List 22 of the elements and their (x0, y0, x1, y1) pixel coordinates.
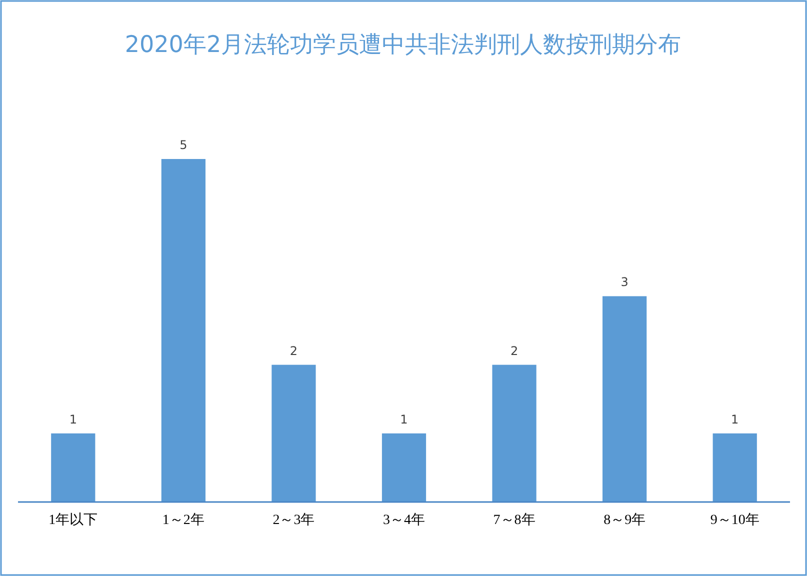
bar (272, 364, 316, 502)
x-tick-label: 3～4年 (383, 512, 425, 528)
data-label: 2 (510, 344, 518, 358)
bar (602, 296, 647, 502)
bar (492, 364, 536, 502)
data-label: 5 (180, 138, 188, 152)
x-tick-label: 1年以下 (48, 512, 98, 528)
bar (382, 433, 426, 502)
x-tick-label: 9～10年 (710, 512, 760, 528)
data-label: 1 (69, 412, 77, 426)
bar (161, 159, 206, 502)
bar (51, 433, 96, 502)
bar (712, 433, 757, 502)
data-label: 3 (620, 275, 628, 290)
x-tick-label: 1～2年 (162, 512, 204, 528)
x-tick-label: 2～3年 (272, 512, 315, 528)
data-label: 1 (400, 412, 408, 426)
chart-title: 2020年2月法轮功学员遭中共非法判刑人数按刑期分布 (124, 32, 682, 58)
x-tick-label: 8～9年 (604, 512, 646, 528)
data-label: 1 (731, 412, 739, 426)
data-label: 2 (290, 344, 298, 358)
x-tick-label: 7～8年 (493, 512, 536, 528)
